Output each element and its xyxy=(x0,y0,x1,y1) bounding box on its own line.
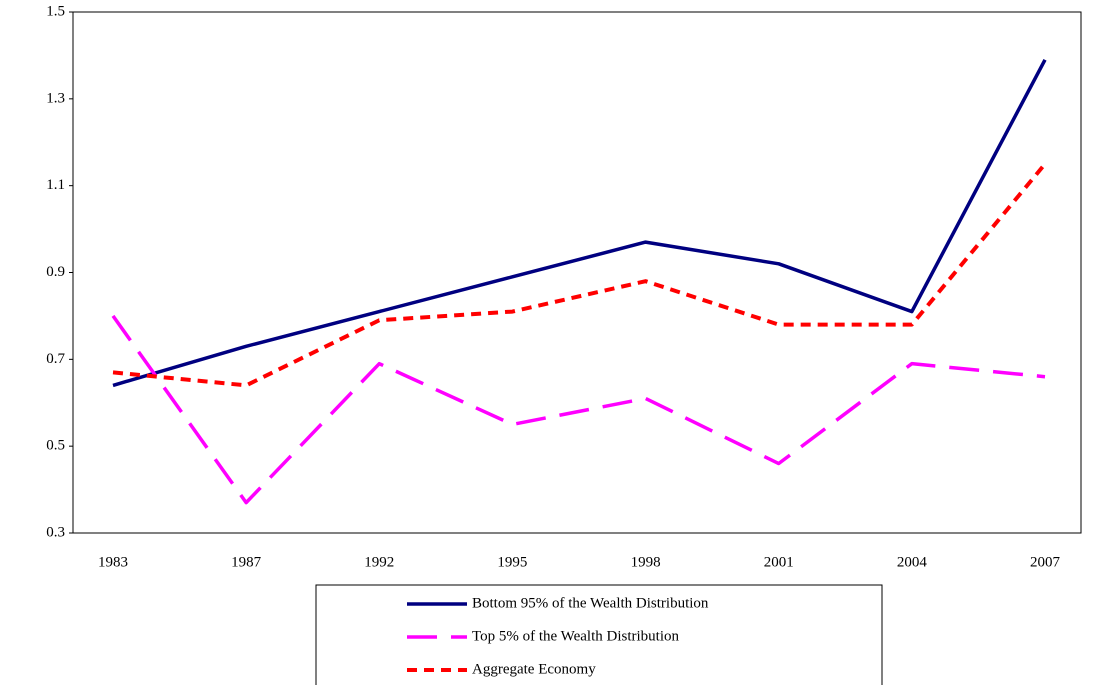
x-tick-label: 2001 xyxy=(764,554,794,570)
series-line xyxy=(112,162,1047,388)
x-tick-label: 1987 xyxy=(231,554,262,570)
y-tick-label: 1.5 xyxy=(46,3,65,19)
x-tick-label: 2004 xyxy=(897,554,928,570)
series-line xyxy=(111,314,1046,505)
y-tick-label: 0.5 xyxy=(46,438,65,454)
x-tick-label: 2007 xyxy=(1030,554,1061,570)
x-tick-label: 1995 xyxy=(497,554,527,570)
legend-label: Aggregate Economy xyxy=(472,661,596,677)
x-tick-label: 1998 xyxy=(631,554,661,570)
y-tick-label: 1.3 xyxy=(46,90,65,106)
series-line xyxy=(112,58,1047,388)
y-tick-label: 0.7 xyxy=(46,351,65,367)
x-tick-label: 1992 xyxy=(364,554,394,570)
legend-label: Top 5% of the Wealth Distribution xyxy=(472,628,680,644)
y-tick-label: 0.9 xyxy=(46,264,65,280)
y-tick-label: 0.3 xyxy=(46,524,65,540)
plot-area xyxy=(72,11,1082,534)
legend-label: Bottom 95% of the Wealth Distribution xyxy=(472,595,709,611)
x-tick-label: 1983 xyxy=(98,554,128,570)
y-tick-label: 1.1 xyxy=(46,177,65,193)
